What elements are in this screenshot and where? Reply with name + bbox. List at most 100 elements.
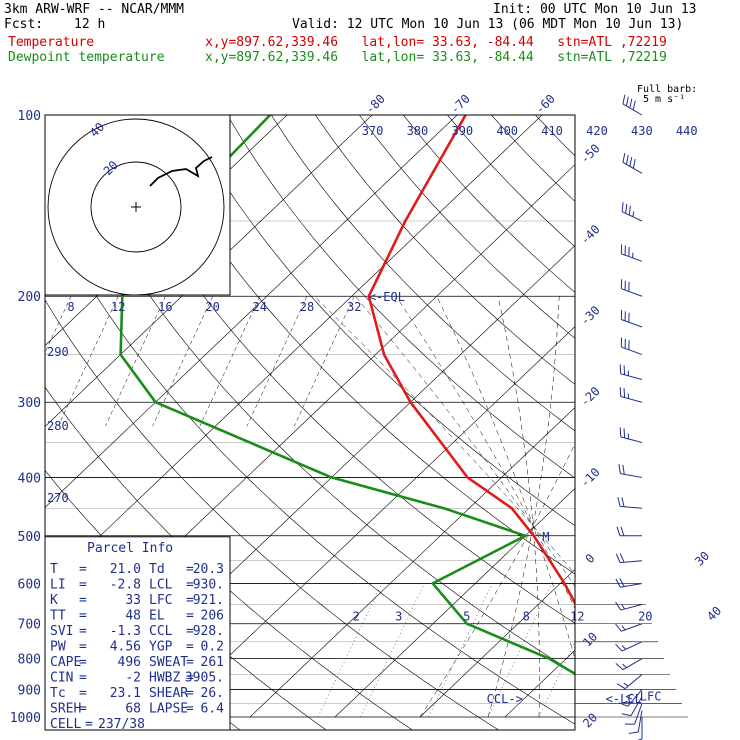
mixing-ratio-line [317,583,382,718]
parcel-info-key: EL [149,608,165,623]
forecast-hour: 12 h [74,17,106,32]
parcel-info-key: Tc [50,686,66,701]
wind-barb-feather [620,526,625,536]
dry-adiabat [94,115,575,624]
theta-label: 410 [541,124,563,138]
pressure-label-700: 700 [18,618,41,633]
wind-speed-label: 16 [158,300,172,314]
parcel-info-equals: = [186,608,194,623]
parcel-info-value: 3905. [185,670,224,685]
wind-barb-feather [616,683,626,690]
barb-legend-title: Full barb: [637,84,698,95]
parcel-info-key: CELL [50,717,81,732]
wind-barb-feather [615,643,623,652]
parcel-info-equals: = [186,624,194,639]
hodograph-frame [44,114,231,296]
parcel-info-equals: = [186,639,194,654]
parcel-info-key: SVI [50,624,73,639]
parcel-info-equals: = [79,577,87,592]
parcel-level-marker: <-LCL [606,692,642,706]
wind-barb-feather [622,94,626,105]
wind-barb-half-feather [622,663,627,669]
wind-barb-staff [621,623,643,632]
dry-adiabat [491,115,575,202]
isotherm [419,568,575,718]
moist-adiabat [487,296,560,718]
parcel-info-value: 496 [118,655,141,670]
wind-barb-staff [621,319,643,328]
dry-adiabat [271,115,575,432]
wind-barb-staff [620,396,643,403]
pressure-label-1000: 1000 [10,711,41,726]
pressure-label-100: 100 [18,109,41,124]
isotherm [334,488,575,718]
wind-speed-guide [246,296,308,427]
parcel-info-equals: = [79,593,87,608]
parcel-info-equals: = [79,670,87,685]
wind-barb [620,337,643,356]
parcel-info-equals: = [79,655,87,670]
isotherm-label: 20 [580,710,600,730]
wind-speed-guide [199,296,261,427]
wind-speed-label: 28 [300,300,314,314]
wind-speed-guide [57,296,119,427]
wind-barb-feather [615,578,621,588]
wind-barb-feather [623,365,626,375]
parcel-info-title: Parcel Info [87,541,173,556]
wind-barb-feather [616,526,621,536]
pressure-label-900: 900 [18,683,41,698]
mixing-ratio-label: 2 [353,610,360,624]
mixing-ratio-line [538,640,575,718]
parcel-info-equals: = [79,624,87,639]
parcel-info-key: LFC [149,593,172,608]
theta-label: 400 [496,124,518,138]
mixing-ratio-line [487,583,552,718]
wind-barb-staff [621,211,643,222]
wind-barb [618,464,643,478]
mixing-ratio-label: 8 [523,610,530,624]
dry-adiabat [45,299,499,730]
wind-barb-feather [629,156,633,167]
hodograph-ring-inner [90,161,182,253]
dewpoint-location: x,y=897.62,339.46 lat,lon= 33.63, -84.44… [205,50,667,65]
isotherm-label: -70 [448,92,473,117]
wind-barb-feather [615,553,621,563]
dry-adiabat [226,115,575,479]
parcel-level-marker: M [542,530,549,544]
wind-barb-staff [622,658,643,671]
parcel-level-marker: CCL-> [487,692,523,706]
dry-adiabat [535,115,575,157]
wind-barb-staff [622,103,643,116]
wind-speed-guide [105,296,166,427]
parcel-info-equals: = [79,701,87,716]
plot-frame [44,114,576,731]
parcel-info-value: 48 [125,608,141,623]
isotherm-label: -10 [578,465,603,490]
wind-barb-feather [619,387,622,397]
dry-adiabat [45,205,575,725]
mixing-ratio-label: 12 [570,610,584,624]
hodograph-trace [149,156,213,187]
parcel-info-key: LAPSE [149,701,188,716]
pressure-label-800: 800 [18,653,41,668]
parcel-info-value: -2.8 [110,577,141,592]
parcel-info-value: 6.4 [201,701,225,716]
parcel-info-equals: = [79,562,87,577]
wind-barb-staff [634,703,643,725]
wind-barb [617,496,643,509]
dry-adiabat [403,115,575,293]
wind-barb-feather [615,601,622,611]
isotherm-label: 10 [580,629,600,649]
wind-barb-feather [619,577,625,587]
parcel-info-equals: = [79,608,87,623]
parcel-info-value: 21.0 [110,562,141,577]
isotherm-label: -20 [578,384,603,409]
wind-barb [619,427,643,444]
wind-barb-staff [637,710,643,733]
wind-barb-feather [618,702,629,707]
wind-barb-staff [620,505,643,509]
theta-label: 390 [451,124,473,138]
wind-speed-guide [45,296,72,354]
parcel-info-equals: = [79,639,87,654]
